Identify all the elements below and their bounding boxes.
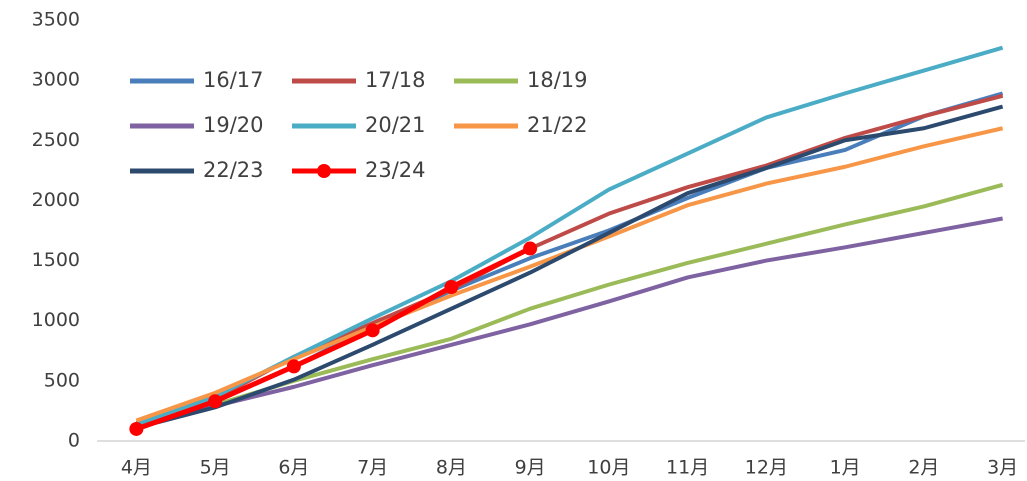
series-line (135, 246, 532, 432)
x-tick-label: 12月 (745, 457, 788, 479)
series-line (135, 45, 1004, 427)
y-tick-label: 3000 (32, 69, 80, 91)
x-tick-label: 10月 (587, 457, 630, 479)
legend-marker (317, 164, 331, 178)
legend-label: 22/23 (203, 158, 264, 182)
x-tick-label: 4月 (121, 457, 152, 479)
point-marker (523, 241, 538, 256)
x-tick-label: 11月 (666, 457, 709, 479)
x-tick-label: 8月 (436, 457, 467, 479)
x-tick-label: 7月 (357, 457, 388, 479)
y-tick-label: 2500 (32, 129, 80, 151)
point-marker (365, 323, 380, 338)
x-tick-label: 6月 (278, 457, 309, 479)
legend-label: 21/22 (527, 113, 588, 137)
x-tick-label: 5月 (200, 457, 231, 479)
y-tick-label: 0 (68, 430, 80, 452)
point-marker (444, 280, 459, 295)
legend-label: 20/21 (365, 113, 426, 137)
x-tick-label: 3月 (987, 457, 1018, 479)
legend-label: 16/17 (203, 68, 264, 92)
series-line (135, 104, 1004, 430)
legend-label: 19/20 (203, 113, 264, 137)
y-tick-label: 500 (44, 369, 80, 391)
legend-label: 18/19 (527, 68, 588, 92)
x-tick-label: 9月 (515, 457, 546, 479)
point-marker (208, 394, 223, 409)
y-tick-label: 2000 (32, 189, 80, 211)
y-tick-label: 3500 (32, 9, 80, 31)
legend-label: 17/18 (365, 68, 426, 92)
point-marker (286, 359, 301, 374)
x-tick-label: 1月 (830, 457, 861, 479)
series-line (135, 91, 1004, 428)
series-line (135, 93, 1004, 425)
series-line (135, 216, 1003, 428)
y-tick-label: 1000 (32, 309, 80, 331)
point-marker (129, 421, 144, 436)
x-tick-label: 2月 (908, 457, 939, 479)
legend-label: 23/24 (365, 158, 426, 182)
y-tick-label: 1500 (32, 249, 80, 271)
